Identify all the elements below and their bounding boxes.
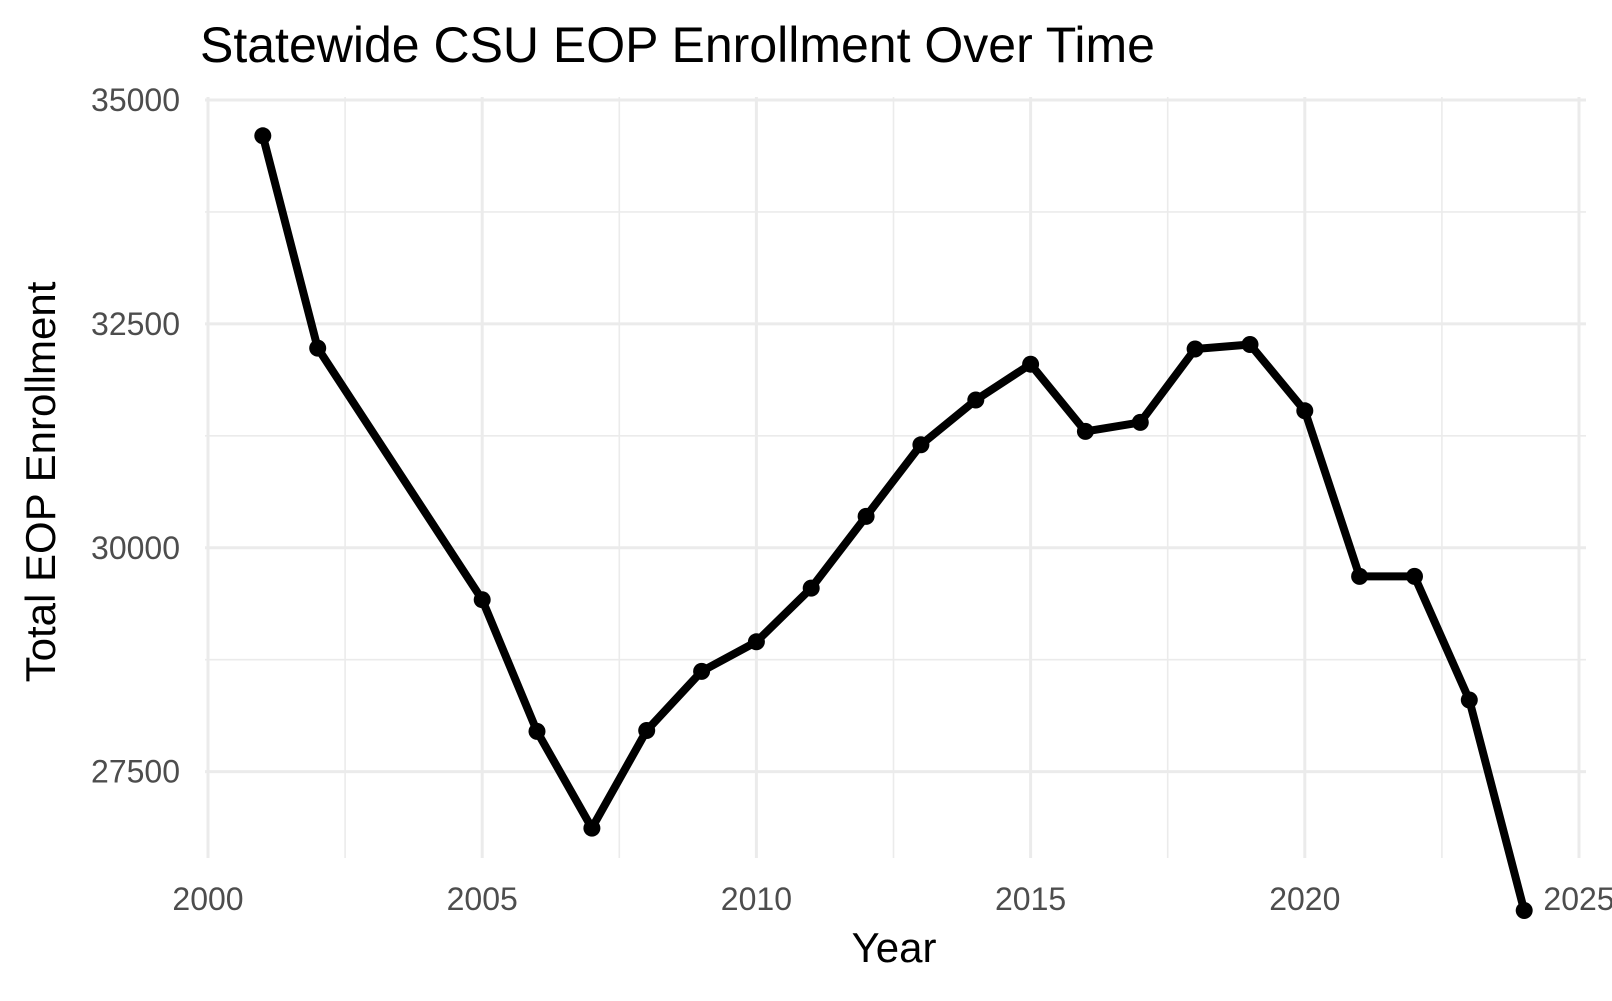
series-layer [254, 127, 1533, 919]
y-tick-label: 27500 [91, 754, 180, 790]
data-point [583, 819, 601, 837]
data-point [1351, 567, 1369, 585]
data-point [912, 436, 930, 454]
x-tick-label: 2000 [172, 881, 243, 917]
data-point [1296, 402, 1314, 420]
y-tick-label: 32500 [91, 306, 180, 342]
data-point [747, 633, 765, 651]
data-point [1076, 422, 1094, 440]
data-point [1460, 691, 1478, 709]
data-point [638, 722, 656, 739]
data-point [857, 507, 875, 525]
data-point [309, 339, 327, 357]
data-point [1515, 902, 1533, 919]
data-point [1186, 340, 1204, 358]
x-tick-label: 2020 [1269, 881, 1340, 917]
data-point [473, 591, 491, 609]
chart-title: Statewide CSU EOP Enrollment Over Time [200, 17, 1155, 73]
x-tick-label: 2005 [447, 881, 518, 917]
axis-labels: 2000 2005 2010 2015 2020 2025 27500 30000 32500 3… [91, 82, 1612, 917]
x-tick-label: 2025 [1543, 881, 1612, 917]
x-tick-label: 2015 [995, 881, 1066, 917]
data-point [528, 722, 546, 740]
data-point [693, 662, 711, 680]
data-point [254, 127, 272, 145]
data-point [1131, 413, 1149, 431]
series-line [258, 134, 1529, 912]
x-tick-label: 2010 [721, 881, 792, 917]
x-axis-title: Year [852, 924, 937, 971]
data-point [1241, 336, 1259, 353]
data-point [967, 391, 985, 409]
y-tick-label: 35000 [91, 82, 180, 118]
y-tick-label: 30000 [91, 530, 180, 566]
data-point [802, 579, 820, 597]
grid-lines [205, 97, 1586, 858]
y-axis-title: Total EOP Enrollment [17, 281, 64, 682]
data-point [1022, 355, 1040, 373]
data-point [1406, 567, 1423, 585]
